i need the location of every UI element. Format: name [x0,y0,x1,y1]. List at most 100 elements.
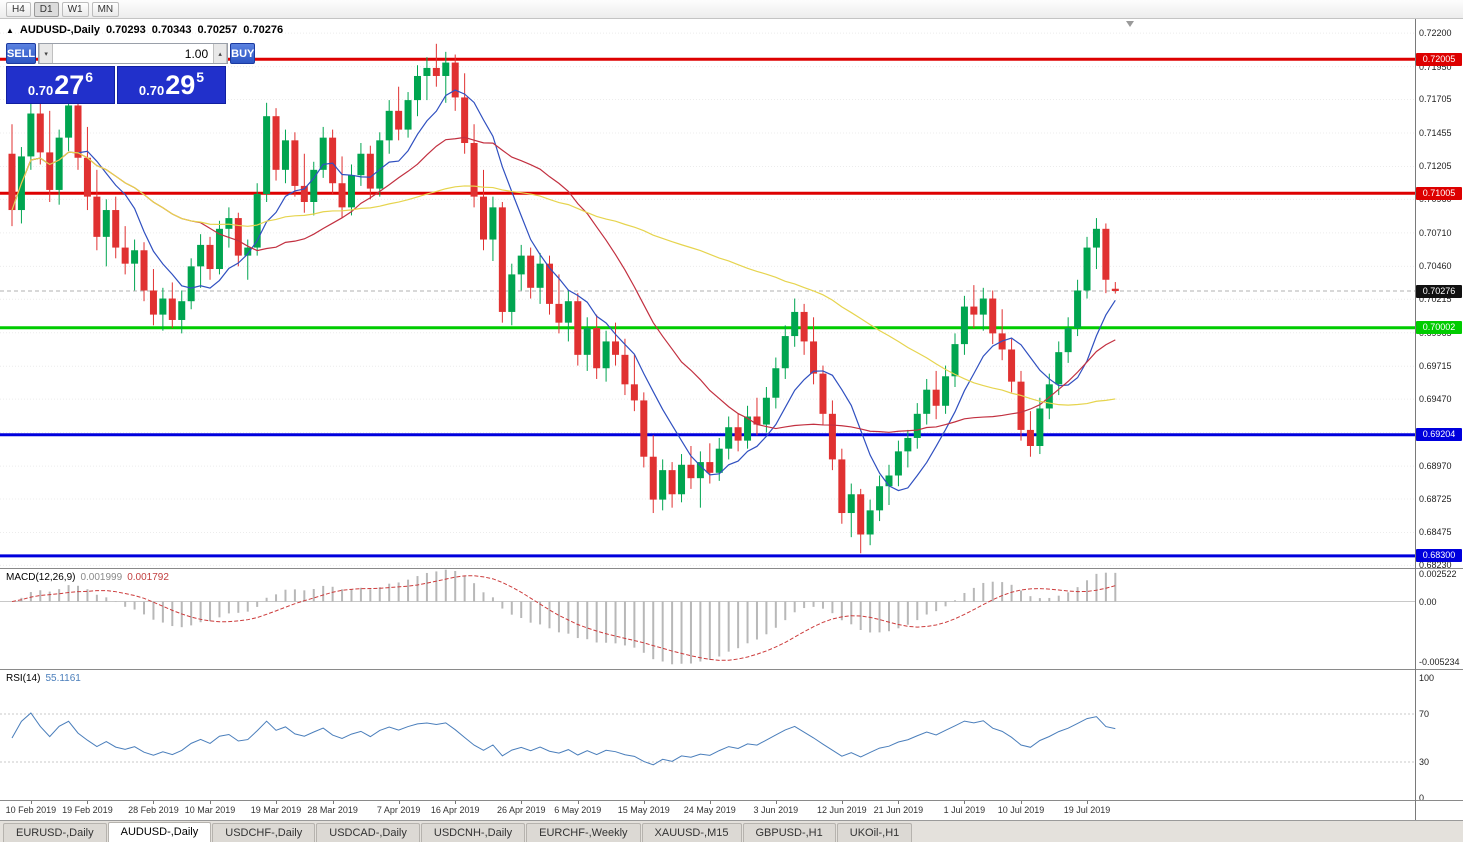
macd-indicator-pane[interactable]: MACD(12,26,9) 0.001999 0.001792 [0,568,1415,669]
chart-symbol-ohlc: ▲ AUDUSD-,Daily 0.70293 0.70343 0.70257 … [6,24,283,36]
price-tick-label: 0.70710 [1419,227,1452,238]
date-tick [398,801,400,804]
timeframe-button-h4[interactable]: H4 [6,1,31,17]
tab-eurchf-weekly[interactable]: EURCHF-,Weekly [526,823,641,842]
chart-symbol: AUDUSD-,Daily [19,24,100,36]
date-tick [153,801,155,804]
macd-label: MACD(12,26,9) [6,572,76,583]
date-label: 26 Apr 2019 [496,805,546,815]
tab-usdcnh-daily[interactable]: USDCNH-,Daily [420,823,526,842]
timeframe-toolbar: H4 D1 W1 MN [0,0,1463,19]
macd-signal-value: 0.001792 [127,572,169,583]
date-label: 16 Apr 2019 [430,805,480,815]
date-label: 15 May 2019 [617,805,670,815]
price-level-badge: 0.69204 [1416,428,1462,442]
date-tick [1087,801,1089,804]
date-label: 10 Feb 2019 [5,805,57,815]
macd-tick-label: 0.00 [1419,596,1437,607]
date-tick [898,801,900,804]
price-level-badge: 0.72005 [1416,52,1462,66]
sell-price-pip-digit: 6 [85,69,94,85]
price-level-badge: 0.70002 [1416,321,1462,335]
rsi-label: RSI(14) [6,673,41,684]
price-level-badge: 0.68300 [1416,549,1462,563]
price-tick-label: 0.72200 [1419,28,1452,39]
date-label: 10 Jul 2019 [997,805,1045,815]
tab-xauusd-m15[interactable]: XAUUSD-,M15 [641,823,742,842]
volume-decrease-button[interactable]: ▾ [39,44,54,63]
date-tick [30,801,32,804]
date-label: 12 Jun 2019 [817,805,867,815]
ma-55-line [11,151,1116,406]
sell-price-display[interactable]: 0.70 27 6 [6,66,115,104]
price-tick-label: 0.70460 [1419,261,1452,272]
tab-eurusd-daily[interactable]: EURUSD-,Daily [3,823,107,842]
date-label: 10 Mar 2019 [184,805,236,815]
rsi-tick-label: 30 [1419,757,1430,767]
price-axis: 0.722000.719500.717050.714550.712050.709… [1416,19,1463,571]
price-axis-column[interactable]: 0.722000.719500.717050.714550.712050.709… [1415,19,1463,820]
price-tick-label: 0.68725 [1419,493,1452,504]
tab-usdcad-daily[interactable]: USDCAD-,Daily [316,823,420,842]
macd-axis: 0.002522 0.00 -0.005234 [1416,568,1463,669]
chevron-down-icon: ▾ [44,50,48,58]
date-label: 3 Jun 2019 [753,805,799,815]
timeframe-button-mn[interactable]: MN [91,1,120,17]
chart-area: ▲ AUDUSD-,Daily 0.70293 0.70343 0.70257 … [0,19,1463,820]
buy-button[interactable]: BUY [230,43,256,64]
rsi-line [11,712,1116,766]
date-tick [709,801,711,804]
rsi-tick-label: 70 [1419,709,1430,719]
chart-shift-marker[interactable] [1126,21,1134,27]
tab-gbpusd-h1[interactable]: GBPUSD-,H1 [742,823,836,842]
volume-increase-button[interactable]: ▴ [213,44,228,63]
tab-ukoil-h1[interactable]: UKOil-,H1 [836,823,913,842]
sell-button[interactable]: SELL [6,43,37,64]
chart-window-icon: ▲ [6,25,14,35]
ohlc-low: 0.70257 [197,24,238,36]
price-tick-label: 0.71950 [1419,61,1452,72]
date-tick [521,801,523,804]
timeframe-button-w1[interactable]: W1 [61,1,89,17]
price-tick-label: 0.70215 [1419,294,1452,305]
timeframe-button-d1[interactable]: D1 [33,1,59,17]
chart-tab-bar: EURUSD-,Daily AUDUSD-,Daily USDCHF-,Daily U… [0,820,1463,842]
date-tick [841,801,843,804]
date-tick [210,801,212,804]
buy-price-display[interactable]: 0.70 29 5 [117,66,226,104]
macd-signal-line [11,575,1116,661]
date-label: 19 Mar 2019 [250,805,302,815]
price-tick-label: 0.71705 [1419,94,1452,105]
date-label: 19 Jul 2019 [1063,805,1111,815]
price-tick-label: 0.68970 [1419,461,1452,472]
price-tick-label: 0.69715 [1419,361,1452,372]
date-axis: 10 Feb 2019 19 Feb 2019 28 Feb 2019 10 Mar … [0,800,1415,820]
date-tick [87,801,89,804]
candlestick-chart[interactable] [0,19,1415,568]
rsi-tick-label: 100 [1419,673,1435,683]
price-chart-pane[interactable]: ▲ AUDUSD-,Daily 0.70293 0.70343 0.70257 … [0,19,1415,568]
date-label: 7 Apr 2019 [376,805,421,815]
chevron-up-icon: ▴ [218,50,222,58]
date-tick [775,801,777,804]
date-tick [1021,801,1022,804]
macd-chart [0,569,1415,665]
price-tick-label: 0.71205 [1419,161,1452,172]
rsi-indicator-pane[interactable]: RSI(14) 55.1161 [0,669,1415,800]
price-tick-label: 0.68230 [1419,560,1452,571]
rsi-chart [0,712,1415,766]
tab-audusd-daily[interactable]: AUDUSD-,Daily [107,822,212,842]
current-price-badge: 0.70276 [1416,284,1462,298]
date-tick [964,801,966,804]
macd-tick-label: -0.005234 [1419,657,1460,668]
rsi-label-row: RSI(14) 55.1161 [6,673,81,684]
volume-input[interactable] [53,44,214,63]
rsi-value: 55.1161 [45,673,81,684]
price-level-badge: 0.71005 [1416,186,1462,200]
ohlc-high: 0.70343 [151,24,192,36]
date-label: 19 Feb 2019 [62,805,113,815]
date-tick [276,801,278,804]
tab-usdchf-daily[interactable]: USDCHF-,Daily [212,823,316,842]
